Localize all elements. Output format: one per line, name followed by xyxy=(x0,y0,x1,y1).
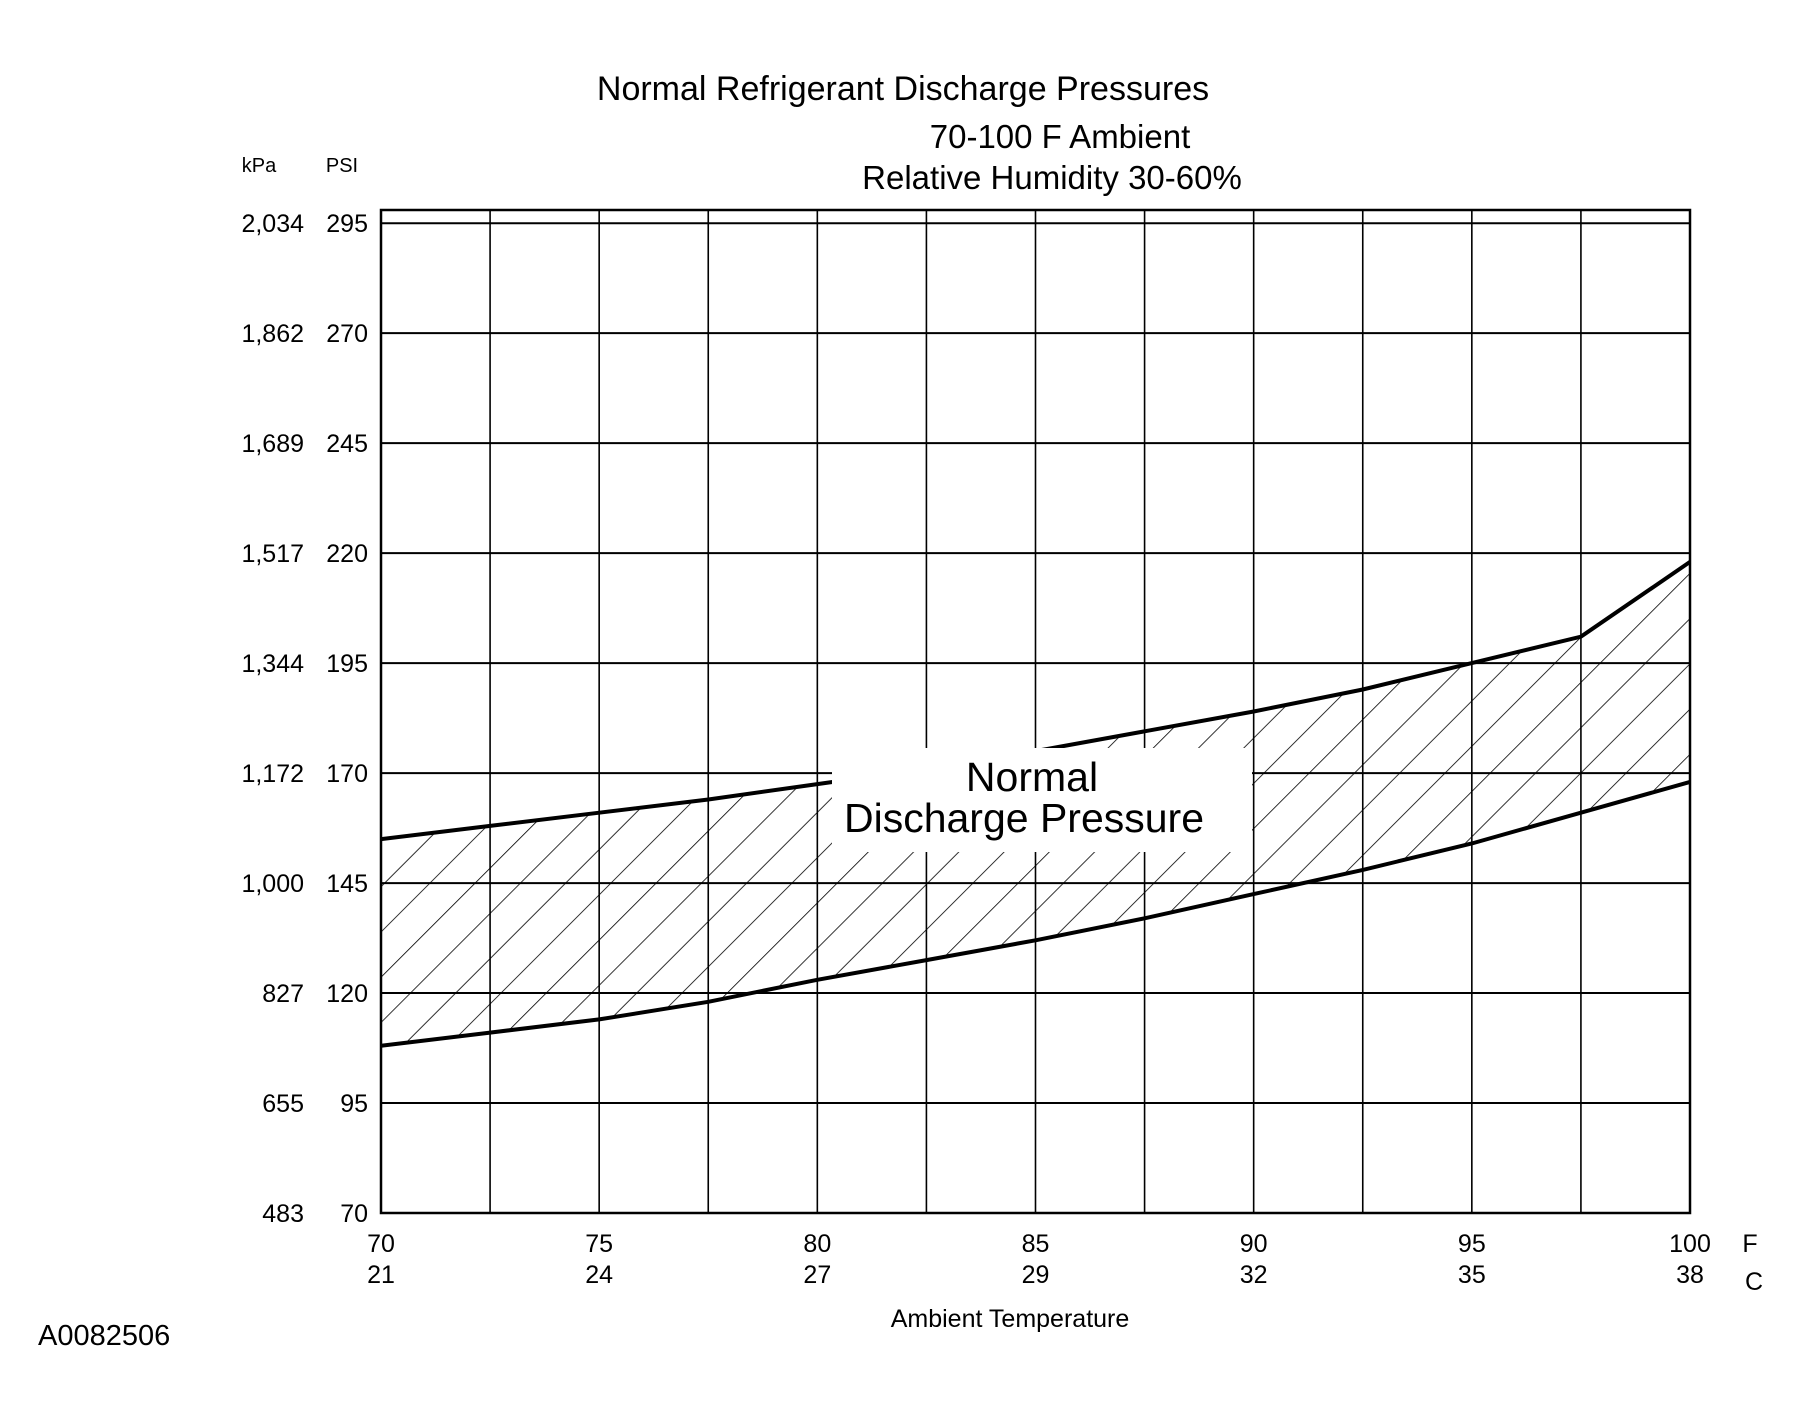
y-tick-psi-120: 120 xyxy=(326,980,368,1008)
lower-limit-line xyxy=(380,779,1691,1048)
y-tick-kpa-827: 827 xyxy=(262,980,304,1008)
y-unit-psi: PSI xyxy=(326,155,358,177)
figure-id: A0082506 xyxy=(38,1320,170,1352)
x-tick-f-100: 100 xyxy=(1669,1230,1711,1258)
y-tick-psi-195: 195 xyxy=(326,650,368,678)
y-tick-kpa-1,689: 1,689 xyxy=(241,430,304,458)
x-tick-f-80: 80 xyxy=(803,1230,831,1258)
plot-frame xyxy=(379,208,1692,1215)
x-tick-f-70: 70 xyxy=(367,1230,395,1258)
x-tick-f-85: 85 xyxy=(1022,1230,1050,1258)
y-tick-psi-245: 245 xyxy=(326,430,368,458)
y-tick-psi-145: 145 xyxy=(326,870,368,898)
x-tick-f-90: 90 xyxy=(1240,1230,1268,1258)
y-tick-kpa-1,344: 1,344 xyxy=(241,650,304,678)
chart-subtitle-2: Relative Humidity 30-60% xyxy=(862,159,1242,196)
y-unit-kpa: kPa xyxy=(242,155,277,177)
x-unit-f: F xyxy=(1742,1230,1757,1258)
x-tick-f-75: 75 xyxy=(585,1230,613,1258)
x-tick-f-95: 95 xyxy=(1458,1230,1486,1258)
x-tick-c-38: 38 xyxy=(1676,1261,1704,1289)
x-tick-c-29: 29 xyxy=(1022,1261,1050,1289)
x-tick-c-27: 27 xyxy=(803,1261,831,1289)
chart-subtitle-1: 70-100 F Ambient xyxy=(930,118,1191,155)
y-tick-kpa-1,000: 1,000 xyxy=(241,870,304,898)
x-tick-c-35: 35 xyxy=(1458,1261,1486,1289)
y-tick-kpa-1,862: 1,862 xyxy=(241,320,304,348)
x-tick-c-24: 24 xyxy=(585,1261,613,1289)
y-tick-kpa-655: 655 xyxy=(262,1090,304,1118)
y-tick-kpa-483: 483 xyxy=(262,1200,304,1228)
y-tick-psi-220: 220 xyxy=(326,540,368,568)
x-tick-c-21: 21 xyxy=(367,1261,395,1289)
x-tick-c-32: 32 xyxy=(1240,1261,1268,1289)
x-axis-label: Ambient Temperature xyxy=(891,1305,1130,1333)
band-label-backdrop xyxy=(832,748,1252,852)
band-label-line-2: Discharge Pressure xyxy=(844,795,1204,841)
band-label-line-1: Normal xyxy=(966,754,1098,800)
y-tick-psi-295: 295 xyxy=(326,210,368,238)
chart-title: Normal Refrigerant Discharge Pressures xyxy=(597,70,1209,108)
x-unit-c: C xyxy=(1745,1268,1763,1296)
y-tick-kpa-1,517: 1,517 xyxy=(241,540,304,568)
y-tick-kpa-2,034: 2,034 xyxy=(241,210,304,238)
y-tick-psi-170: 170 xyxy=(326,760,368,788)
y-tick-psi-95: 95 xyxy=(340,1090,368,1118)
y-tick-psi-270: 270 xyxy=(326,320,368,348)
y-tick-psi-70: 70 xyxy=(340,1200,368,1228)
y-tick-kpa-1,172: 1,172 xyxy=(241,760,304,788)
